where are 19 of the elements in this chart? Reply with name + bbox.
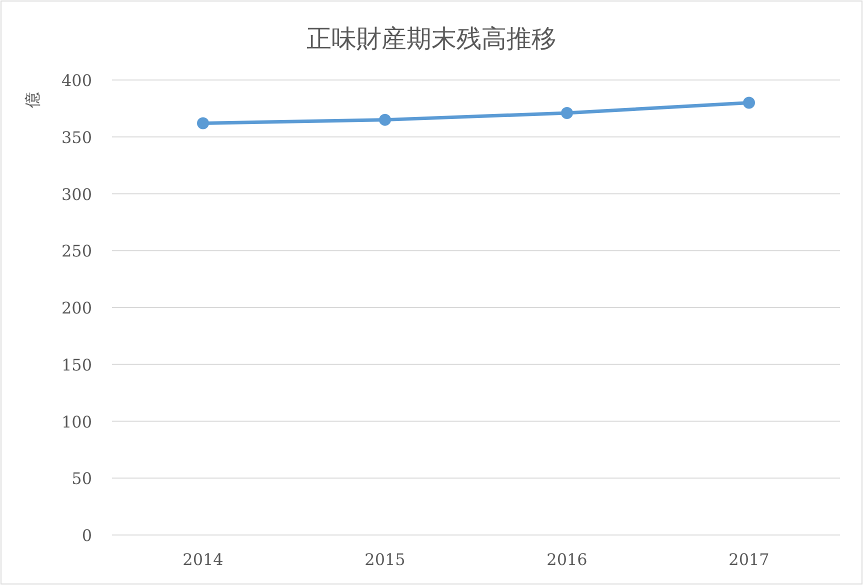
y-tick-label: 150 [61,355,92,374]
y-tick-label: 100 [61,412,92,432]
y-tick-label: 200 [61,298,92,318]
point [197,117,209,130]
y-tick-label: 50 [72,469,92,488]
chart-title: 正味財産期末残高推移 [306,24,556,53]
y-tick-label: 0 [82,526,92,545]
y-tick-label: 250 [61,242,92,261]
y-tick-label: 300 [61,184,92,204]
x-tick-label: 2014 [182,550,224,569]
x-tick-label: 2017 [728,550,770,569]
y-tick-label: 350 [61,128,92,147]
point [379,114,391,126]
x-tick-label: 2015 [364,550,406,569]
x-tick-label: 2016 [546,550,588,569]
y-tick-label: 400 [61,71,92,90]
point [743,96,755,109]
y-axis-title: 億 [23,92,42,108]
point [561,106,573,119]
